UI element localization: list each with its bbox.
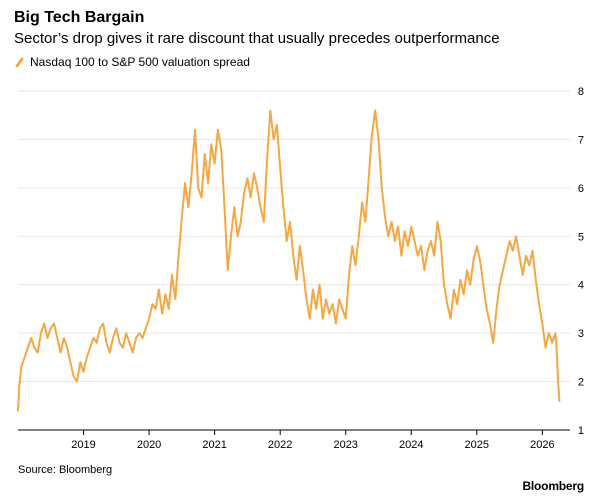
x-tick-label: 2023: [333, 439, 357, 451]
y-tick-label: 6: [578, 183, 584, 195]
y-tick-label: 3: [578, 328, 584, 340]
x-tick-label: 2021: [202, 439, 226, 451]
y-tick-label: 4: [578, 280, 584, 292]
chart-subtitle: Sector’s drop gives it rare discount tha…: [14, 30, 500, 47]
y-tick-label: 7: [578, 134, 584, 146]
y-tick-label: 2: [578, 377, 584, 389]
x-tick-label: 2024: [399, 439, 423, 451]
legend-label: Nasdaq 100 to S&P 500 valuation spread: [30, 55, 250, 69]
legend: Nasdaq 100 to S&P 500 valuation spread: [14, 55, 250, 69]
x-tick-label: 2019: [71, 439, 95, 451]
y-tick-label: 1: [578, 425, 584, 437]
x-tick-label: 2022: [268, 439, 292, 451]
x-tick-label: 2020: [137, 439, 161, 451]
source-note: Source: Bloomberg: [18, 464, 113, 476]
x-tick-label: 2025: [465, 439, 489, 451]
chart-title: Big Tech Bargain: [14, 9, 145, 26]
y-tick-label: 5: [578, 231, 584, 243]
series-line: [17, 109, 561, 412]
x-tick-label: 2026: [530, 439, 554, 451]
y-tick-label: 8: [578, 86, 584, 98]
bloomberg-logo: Bloomberg: [522, 479, 584, 493]
